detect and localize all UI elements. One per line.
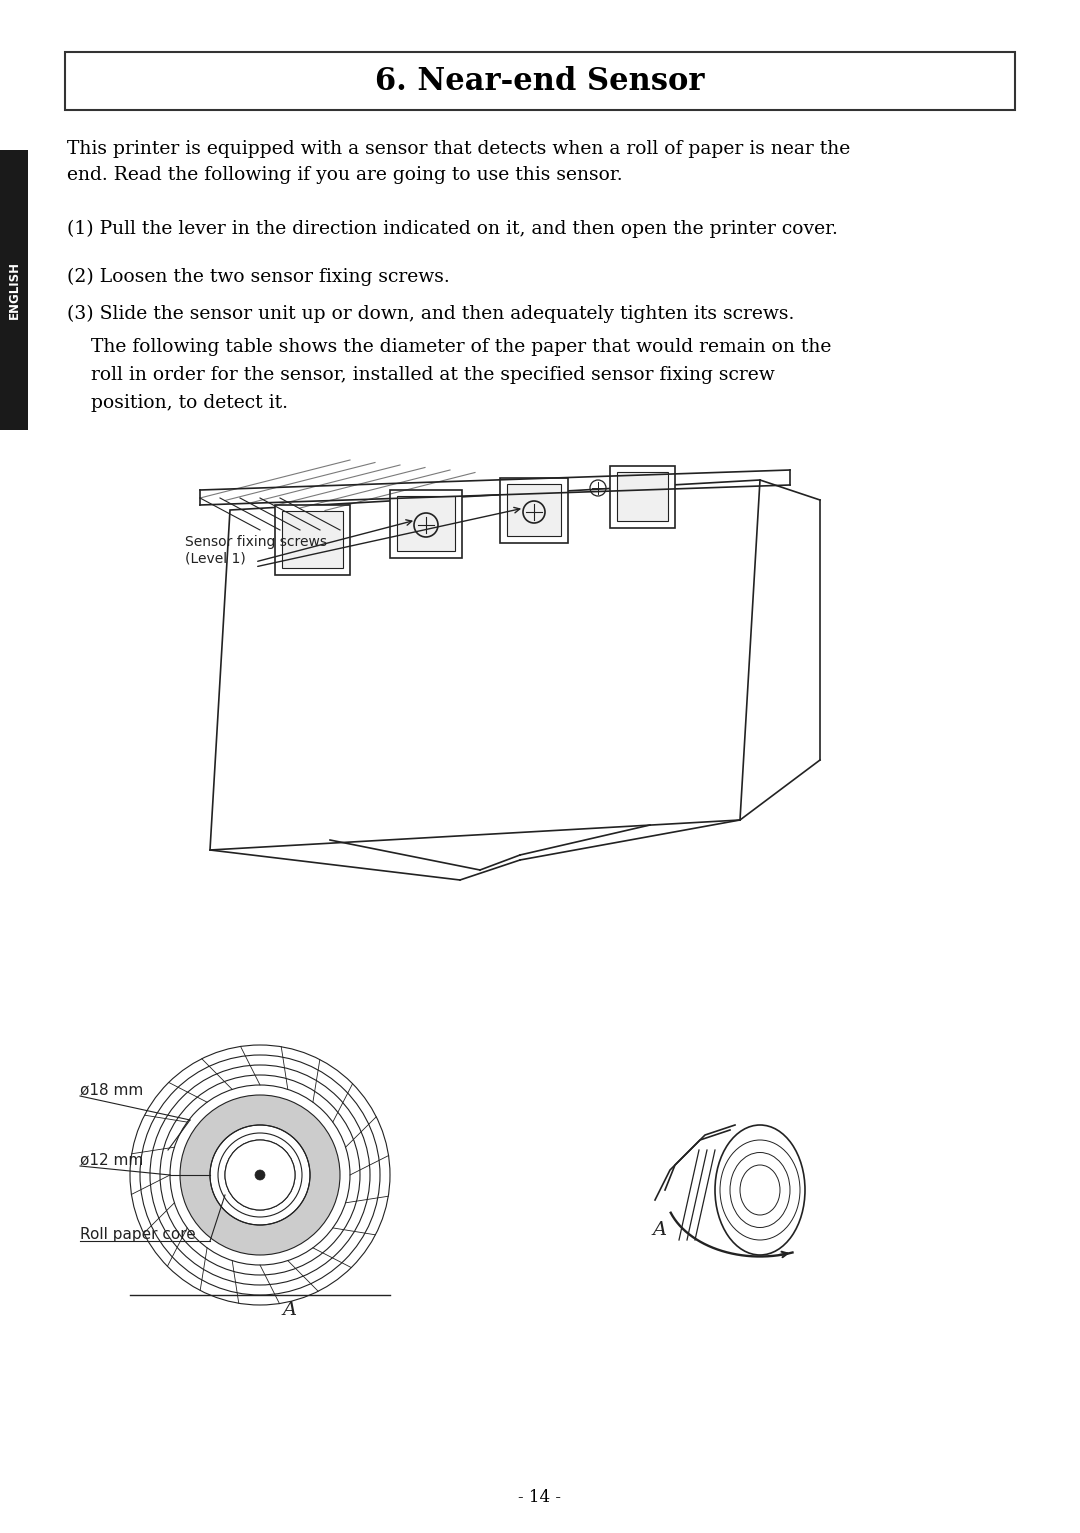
- Text: A: A: [283, 1302, 297, 1318]
- FancyBboxPatch shape: [397, 497, 455, 550]
- FancyBboxPatch shape: [507, 484, 561, 537]
- FancyBboxPatch shape: [282, 510, 343, 569]
- Text: - 14 -: - 14 -: [518, 1490, 562, 1507]
- Text: This printer is equipped with a sensor that detects when a roll of paper is near: This printer is equipped with a sensor t…: [67, 140, 850, 184]
- Text: (2) Loosen the two sensor fixing screws.: (2) Loosen the two sensor fixing screws.: [67, 268, 449, 287]
- Circle shape: [255, 1170, 265, 1180]
- Text: ø18 mm: ø18 mm: [80, 1082, 144, 1098]
- Text: Roll paper core: Roll paper core: [80, 1228, 195, 1243]
- FancyBboxPatch shape: [390, 491, 462, 558]
- Text: Sensor fixing screws
(Level 1): Sensor fixing screws (Level 1): [185, 535, 327, 566]
- FancyBboxPatch shape: [65, 52, 1015, 110]
- FancyBboxPatch shape: [275, 504, 350, 575]
- FancyBboxPatch shape: [617, 472, 669, 521]
- Text: 6. Near-end Sensor: 6. Near-end Sensor: [375, 66, 705, 97]
- FancyBboxPatch shape: [610, 466, 675, 527]
- FancyBboxPatch shape: [500, 478, 568, 543]
- Wedge shape: [180, 1095, 340, 1256]
- Text: ENGLISH: ENGLISH: [8, 261, 21, 319]
- Text: (1) Pull the lever in the direction indicated on it, and then open the printer c: (1) Pull the lever in the direction indi…: [67, 221, 838, 238]
- Text: (3) Slide the sensor unit up or down, and then adequately tighten its screws.: (3) Slide the sensor unit up or down, an…: [67, 305, 795, 323]
- Text: The following table shows the diameter of the paper that would remain on the
   : The following table shows the diameter o…: [67, 337, 832, 411]
- Text: A: A: [653, 1220, 667, 1239]
- Text: ø12 mm: ø12 mm: [80, 1153, 144, 1168]
- Circle shape: [225, 1141, 295, 1210]
- FancyBboxPatch shape: [0, 150, 28, 429]
